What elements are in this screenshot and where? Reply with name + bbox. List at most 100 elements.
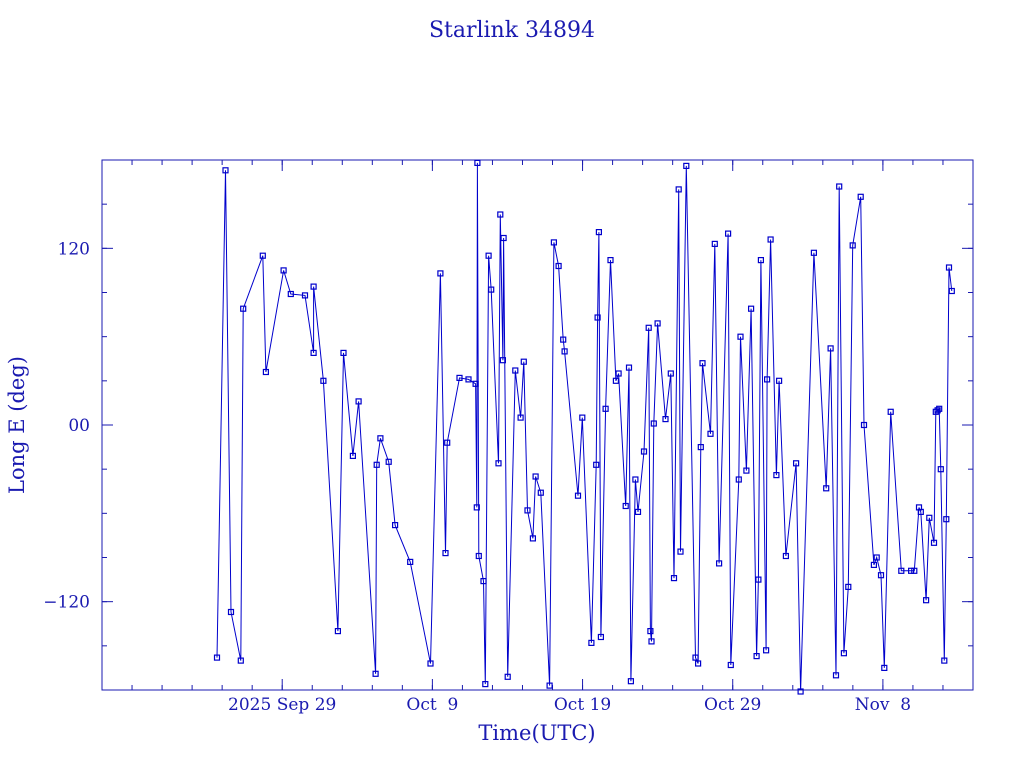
y-tick-label: −120 xyxy=(43,593,90,613)
data-point xyxy=(546,682,553,689)
data-point xyxy=(497,211,504,218)
data-point xyxy=(873,554,880,561)
data-point xyxy=(597,633,605,641)
data-point xyxy=(694,660,702,667)
x-tick-label: Oct 9 xyxy=(406,695,458,715)
data-point xyxy=(529,535,537,542)
x-tick-label: 2025 Sep 29 xyxy=(228,695,336,715)
y-axis-label: Long E (deg) xyxy=(5,356,29,494)
data-point xyxy=(887,408,894,415)
data-point xyxy=(579,414,586,421)
x-tick-label: Oct 29 xyxy=(704,695,761,715)
data-point xyxy=(650,420,657,427)
data-point xyxy=(948,287,955,295)
data-point xyxy=(917,508,924,515)
data-point xyxy=(757,257,765,264)
data-point xyxy=(615,370,622,377)
data-point xyxy=(607,257,614,264)
data-point xyxy=(349,452,356,459)
data-point xyxy=(632,476,639,483)
data-point xyxy=(495,460,502,467)
data-point xyxy=(488,286,495,293)
data-point xyxy=(627,678,635,685)
data-point xyxy=(743,467,750,474)
data-point xyxy=(797,688,804,695)
data-point xyxy=(648,638,655,645)
data-point xyxy=(763,376,771,383)
data-point xyxy=(670,574,678,582)
data-point xyxy=(849,242,856,249)
data-point xyxy=(301,292,309,299)
data-point xyxy=(877,572,885,579)
data-point xyxy=(692,654,699,661)
data-point xyxy=(930,539,938,546)
data-point xyxy=(537,489,544,496)
y-tick-labels: −120 00 120 xyxy=(43,239,90,612)
data-point xyxy=(683,162,690,169)
data-point xyxy=(340,349,347,356)
series-line xyxy=(216,162,953,690)
data-point xyxy=(827,345,834,352)
y-tick-label: 120 xyxy=(58,239,90,259)
data-point xyxy=(524,507,531,514)
data-point xyxy=(512,367,519,374)
data-point xyxy=(472,380,479,387)
data-point xyxy=(473,504,480,511)
data-point xyxy=(474,159,481,166)
data-point xyxy=(936,405,943,412)
data-point xyxy=(334,627,341,635)
data-point xyxy=(504,673,511,680)
data-point xyxy=(707,430,714,437)
data-point xyxy=(753,652,760,660)
data-series xyxy=(213,159,955,695)
data-point xyxy=(711,240,718,247)
data-point xyxy=(377,435,384,442)
data-point xyxy=(699,360,706,367)
plot-frame xyxy=(101,159,974,691)
x-tick-labels: 2025 Sep 29 Oct 9 Oct 19 Oct 29 Nov 8 xyxy=(228,695,911,715)
data-point xyxy=(622,502,629,510)
data-point xyxy=(602,405,609,412)
data-point xyxy=(500,234,507,242)
data-point xyxy=(634,508,642,515)
data-point xyxy=(517,414,524,421)
data-point xyxy=(677,548,684,555)
data-point xyxy=(625,364,633,371)
data-point xyxy=(943,516,950,523)
data-point xyxy=(407,558,414,566)
data-point xyxy=(427,660,434,667)
data-point xyxy=(755,576,762,583)
x-tick-label: Nov 8 xyxy=(855,695,911,715)
data-point xyxy=(442,549,449,557)
data-point xyxy=(280,267,287,274)
data-point xyxy=(437,270,444,277)
data-point xyxy=(310,349,317,356)
data-point xyxy=(213,654,221,661)
data-point xyxy=(373,461,380,468)
data-point xyxy=(355,398,362,405)
axis-ticks xyxy=(101,159,974,691)
data-point xyxy=(922,597,930,604)
data-point xyxy=(860,421,868,429)
data-point xyxy=(747,305,755,312)
data-point xyxy=(836,183,843,190)
data-point xyxy=(767,236,774,243)
data-point xyxy=(385,458,392,465)
data-point xyxy=(612,377,620,384)
data-point xyxy=(762,647,770,654)
data-point xyxy=(574,492,582,499)
data-point xyxy=(520,358,527,365)
data-point xyxy=(697,444,704,451)
data-point xyxy=(532,473,539,480)
data-point xyxy=(320,377,327,384)
data-point xyxy=(593,461,600,468)
data-point xyxy=(594,314,601,321)
data-point xyxy=(640,448,648,455)
x-tick-label: Oct 19 xyxy=(554,695,611,715)
data-point xyxy=(907,567,915,574)
data-point xyxy=(287,290,294,298)
data-point xyxy=(667,370,674,377)
data-point xyxy=(832,672,840,679)
data-point xyxy=(550,239,558,246)
data-point xyxy=(227,608,235,616)
